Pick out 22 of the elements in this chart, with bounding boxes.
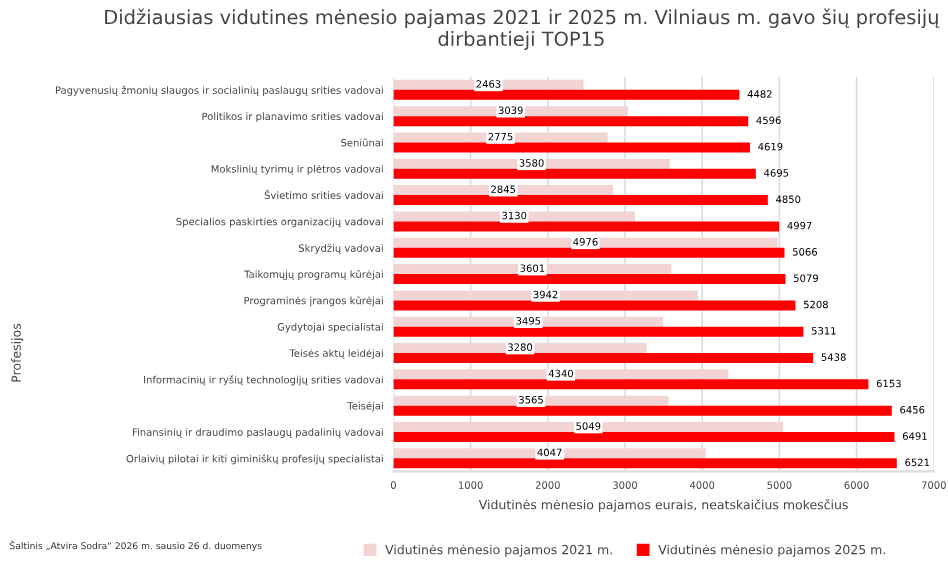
bar [393,395,669,406]
bar [393,448,706,459]
bar [393,168,756,179]
bar [393,421,784,432]
bar [393,274,786,285]
bar [393,237,778,248]
bar [393,405,892,416]
bar [393,458,897,469]
bar [393,142,750,153]
bar [393,353,814,364]
bar [393,89,740,100]
bar [393,247,785,258]
bar [393,431,895,442]
bar [393,379,869,390]
chart-title: Didžiausias vidutines mėnesio pajamas 2021 ir 2025 m. Vilniaus m. gavo šių profesijų dirbantieji TOP15 [105,8,940,50]
bar [393,369,729,380]
bar [393,300,796,311]
bar [393,290,698,301]
bar [393,195,768,206]
bar [393,221,780,232]
bar [393,326,804,337]
bar [393,116,749,127]
